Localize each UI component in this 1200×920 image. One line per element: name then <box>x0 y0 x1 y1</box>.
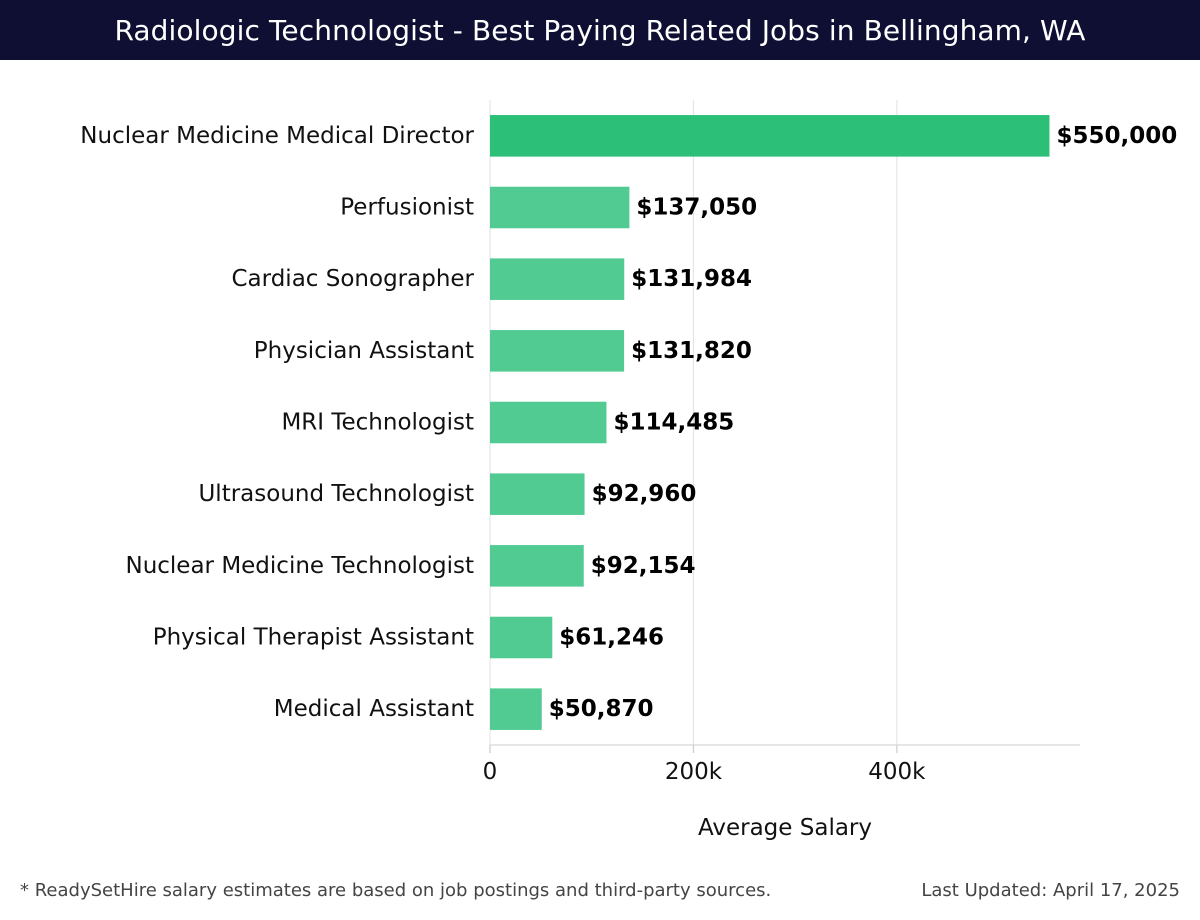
value-label: $131,984 <box>631 266 752 292</box>
category-label: Physical Therapist Assistant <box>153 625 474 651</box>
value-label: $114,485 <box>613 410 734 436</box>
bar <box>490 401 607 444</box>
category-label: Ultrasound Technologist <box>198 481 474 507</box>
bar <box>490 688 542 730</box>
x-tick-label: 0 <box>483 759 498 785</box>
bar-layer <box>490 115 1050 730</box>
bar <box>490 473 585 515</box>
value-label: $131,820 <box>631 338 752 364</box>
x-axis-title: Average Salary <box>698 815 872 841</box>
bar <box>490 616 553 659</box>
last-updated: Last Updated: April 17, 2025 <box>921 880 1180 901</box>
label-layer: Nuclear Medicine Medical Director $550,00… <box>80 123 1177 722</box>
value-label: $137,050 <box>636 195 757 221</box>
bar-chart: Nuclear Medicine Medical Director $550,00… <box>80 100 1177 841</box>
category-label: MRI Technologist <box>281 410 474 436</box>
bar <box>490 258 625 300</box>
category-label: Perfusionist <box>340 195 474 221</box>
x-tick-label: 200k <box>665 759 723 785</box>
value-label: $50,870 <box>549 696 654 722</box>
bar <box>490 545 584 587</box>
chart-title: Radiologic Technologist - Best Paying Re… <box>114 13 1086 47</box>
category-label: Physician Assistant <box>254 338 474 364</box>
category-label: Cardiac Sonographer <box>232 266 475 292</box>
value-label: $550,000 <box>1056 123 1177 149</box>
bar <box>490 115 1050 157</box>
category-label: Medical Assistant <box>274 696 474 722</box>
chart-header: Radiologic Technologist - Best Paying Re… <box>0 0 1200 60</box>
bar <box>490 330 625 372</box>
tick-layer: 0 200k 400k <box>483 745 926 785</box>
bar <box>490 186 630 229</box>
value-label: $61,246 <box>559 625 664 651</box>
category-label: Nuclear Medicine Medical Director <box>80 123 474 149</box>
footer-note: * ReadySetHire salary estimates are base… <box>20 880 772 901</box>
category-label: Nuclear Medicine Technologist <box>125 553 474 579</box>
value-label: $92,960 <box>592 481 697 507</box>
value-label: $92,154 <box>591 553 696 579</box>
x-tick-label: 400k <box>868 759 926 785</box>
